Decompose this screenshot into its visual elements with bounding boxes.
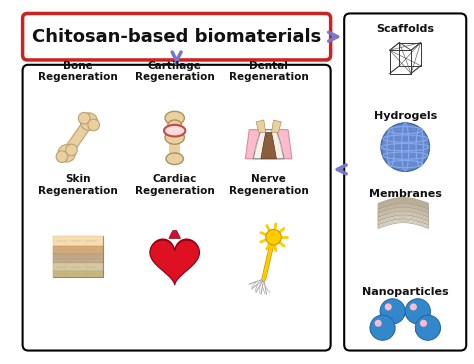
Circle shape bbox=[80, 113, 98, 130]
Circle shape bbox=[66, 144, 77, 156]
Ellipse shape bbox=[165, 131, 184, 144]
Text: Membranes: Membranes bbox=[369, 189, 442, 199]
Polygon shape bbox=[246, 130, 292, 159]
Circle shape bbox=[88, 119, 100, 131]
Polygon shape bbox=[378, 201, 428, 213]
FancyBboxPatch shape bbox=[344, 13, 466, 351]
Text: Cardiac
Regeneration: Cardiac Regeneration bbox=[135, 174, 215, 195]
Text: Chitosan-based biomaterials: Chitosan-based biomaterials bbox=[32, 28, 321, 46]
Circle shape bbox=[410, 303, 417, 310]
Polygon shape bbox=[378, 198, 428, 209]
Polygon shape bbox=[150, 238, 199, 282]
Polygon shape bbox=[256, 120, 266, 132]
Circle shape bbox=[405, 299, 430, 324]
Bar bbox=[53, 254, 103, 264]
Ellipse shape bbox=[165, 126, 184, 135]
Ellipse shape bbox=[166, 153, 183, 165]
Ellipse shape bbox=[168, 120, 182, 130]
Polygon shape bbox=[150, 240, 200, 285]
Circle shape bbox=[78, 112, 90, 124]
Bar bbox=[53, 264, 103, 271]
Polygon shape bbox=[261, 132, 276, 159]
Text: Scaffolds: Scaffolds bbox=[376, 24, 434, 34]
Circle shape bbox=[420, 320, 427, 327]
Circle shape bbox=[374, 320, 382, 327]
Bar bbox=[53, 236, 103, 277]
Circle shape bbox=[58, 145, 75, 162]
Polygon shape bbox=[378, 205, 428, 217]
Ellipse shape bbox=[405, 306, 430, 321]
Polygon shape bbox=[272, 120, 281, 132]
Text: Dental
Regeneration: Dental Regeneration bbox=[229, 61, 309, 82]
Bar bbox=[53, 246, 103, 254]
Text: Nerve
Regeneration: Nerve Regeneration bbox=[229, 174, 309, 195]
Text: Nanoparticles: Nanoparticles bbox=[362, 288, 448, 297]
Polygon shape bbox=[378, 213, 428, 225]
Circle shape bbox=[415, 315, 440, 340]
FancyBboxPatch shape bbox=[23, 13, 331, 60]
FancyBboxPatch shape bbox=[23, 65, 331, 351]
Circle shape bbox=[385, 303, 392, 310]
Circle shape bbox=[370, 315, 395, 340]
Circle shape bbox=[56, 151, 68, 162]
Bar bbox=[169, 115, 181, 125]
Text: Cartilage
Regeneration: Cartilage Regeneration bbox=[135, 61, 215, 82]
Circle shape bbox=[380, 299, 405, 324]
Ellipse shape bbox=[380, 306, 405, 321]
Ellipse shape bbox=[415, 323, 440, 338]
Polygon shape bbox=[378, 209, 428, 221]
Bar bbox=[53, 271, 103, 277]
Text: Bone
Regeneration: Bone Regeneration bbox=[38, 61, 118, 82]
Bar bbox=[169, 138, 181, 162]
Text: Hydrogels: Hydrogels bbox=[374, 111, 437, 121]
Text: Skin
Regeneration: Skin Regeneration bbox=[38, 174, 118, 195]
Polygon shape bbox=[253, 130, 284, 159]
Circle shape bbox=[381, 123, 429, 171]
Ellipse shape bbox=[165, 111, 184, 125]
Polygon shape bbox=[169, 231, 181, 238]
Circle shape bbox=[266, 229, 281, 245]
Polygon shape bbox=[378, 217, 428, 229]
Bar bbox=[53, 236, 103, 246]
Ellipse shape bbox=[370, 323, 395, 338]
